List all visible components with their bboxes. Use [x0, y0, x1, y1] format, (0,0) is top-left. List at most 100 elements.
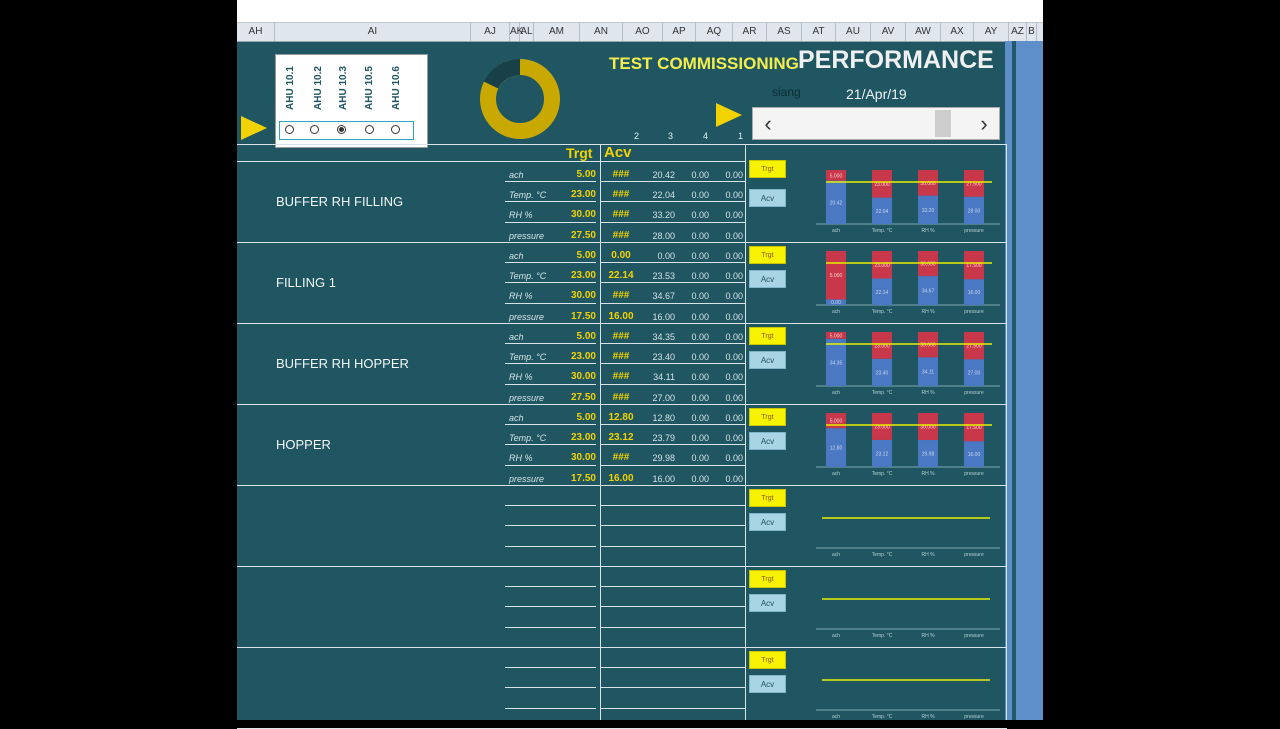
panel-divider — [745, 144, 746, 720]
target-toggle-button[interactable]: Trgt — [749, 570, 786, 588]
column-header[interactable]: AO — [623, 23, 663, 41]
reading-value: 0.00 — [725, 413, 743, 423]
chart-category-label: ach — [832, 228, 840, 234]
param-underline — [505, 201, 596, 202]
reading-value: 0.00 — [691, 271, 709, 281]
target-bar — [872, 332, 892, 359]
target-value: 30.00 — [570, 290, 596, 301]
achieved-bar — [872, 278, 892, 305]
reading-value: 23.53 — [652, 271, 675, 281]
reading-value: 0.00 — [725, 210, 743, 220]
ahu-option-label: AHU 10.5 — [362, 58, 376, 110]
param-underline — [505, 525, 596, 526]
row-underline — [600, 505, 745, 506]
column-header[interactable]: AL — [520, 23, 534, 41]
column-header[interactable]: AY — [974, 23, 1009, 41]
column-header[interactable]: AK — [510, 23, 523, 41]
chart-category-label: Temp. °C — [872, 471, 893, 477]
column-header[interactable]: AN — [580, 23, 623, 41]
target-toggle-button[interactable]: Trgt — [749, 246, 786, 264]
achieved-value: ### — [612, 351, 630, 362]
target-toggle-button[interactable]: Trgt — [749, 160, 786, 178]
achieved-toggle-button[interactable]: Acv — [749, 432, 786, 450]
header-divider — [745, 144, 1007, 145]
scroll-right-button[interactable]: › — [980, 111, 988, 136]
achieved-toggle-button[interactable]: Acv — [749, 513, 786, 531]
achieved-value: ### — [612, 290, 630, 301]
column-header[interactable]: AR — [733, 23, 767, 41]
column-header[interactable]: AT — [802, 23, 836, 41]
column-header[interactable]: AS — [767, 23, 802, 41]
scroll-thumb[interactable] — [935, 110, 951, 137]
ahu-radio[interactable] — [310, 125, 319, 134]
target-value: 27.50 — [570, 230, 596, 241]
column-header[interactable]: B — [1027, 23, 1037, 41]
ahu-radio[interactable] — [391, 125, 400, 134]
column-header[interactable]: AX — [941, 23, 974, 41]
achieved-bar — [918, 276, 938, 305]
achieved-toggle-button[interactable]: Acv — [749, 594, 786, 612]
ahu-radio[interactable] — [365, 125, 374, 134]
row-underline — [600, 708, 745, 709]
target-toggle-button[interactable]: Trgt — [749, 651, 786, 669]
param-underline — [505, 181, 596, 182]
row-underline — [600, 667, 745, 668]
zone-scrollbar[interactable]: ‹ › — [752, 107, 1000, 140]
target-bar — [826, 332, 846, 339]
column-header[interactable]: AI — [275, 23, 471, 41]
column-header[interactable]: AJ — [471, 23, 510, 41]
target-toggle-button[interactable]: Trgt — [749, 408, 786, 426]
column-header[interactable]: AW — [906, 23, 941, 41]
achieved-value: 22.14 — [608, 270, 634, 281]
target-value: 17.50 — [570, 473, 596, 484]
param-underline — [505, 222, 596, 223]
row-underline — [600, 627, 745, 628]
zone-chart: ach Temp. °C RH % pressure — [816, 517, 1000, 558]
row-underline — [600, 262, 745, 263]
target-value: 5.00 — [576, 250, 596, 261]
column-header[interactable]: AU — [836, 23, 871, 41]
row-underline — [600, 424, 745, 425]
chart-category-label: Temp. °C — [872, 309, 893, 315]
achieved-value: ### — [612, 452, 630, 463]
zone-divider — [237, 647, 1007, 648]
achieved-value: ### — [612, 371, 630, 382]
chart-category-label: Temp. °C — [872, 552, 893, 558]
achieved-data-label: 33.20 — [922, 208, 935, 214]
achieved-toggle-button[interactable]: Acv — [749, 270, 786, 288]
target-toggle-button[interactable]: Trgt — [749, 327, 786, 345]
column-header[interactable]: AQ — [696, 23, 733, 41]
scroll-left-button[interactable]: ‹ — [764, 111, 772, 136]
param-underline — [505, 363, 596, 364]
column-number: 4 — [703, 131, 709, 141]
reading-value: 0.00 — [691, 453, 709, 463]
ahu-radio[interactable] — [285, 125, 294, 134]
achieved-value: ### — [612, 169, 630, 180]
ahu-option-label: AHU 10.2 — [311, 58, 325, 110]
achieved-bar — [964, 359, 984, 386]
reading-value: 0.00 — [691, 352, 709, 362]
reading-value: 0.00 — [725, 474, 743, 484]
column-header[interactable]: AZ — [1009, 23, 1027, 41]
reading-value: 0.00 — [691, 190, 709, 200]
zone-name: BUFFER RH FILLING — [276, 194, 404, 209]
achieved-toggle-button[interactable]: Acv — [749, 675, 786, 693]
target-data-label: 23.000 — [874, 343, 890, 349]
column-header[interactable]: AM — [534, 23, 580, 41]
ahu-selector-panel — [275, 54, 428, 148]
achieved-toggle-button[interactable]: Acv — [749, 189, 786, 207]
reading-value: 0.00 — [691, 413, 709, 423]
ahu-radio[interactable] — [337, 125, 346, 134]
achieved-data-label: 23.12 — [876, 451, 889, 457]
achieved-bar — [918, 440, 938, 467]
zone-divider — [237, 566, 1007, 567]
achieved-toggle-button[interactable]: Acv — [749, 351, 786, 369]
column-header[interactable]: AV — [871, 23, 906, 41]
column-header[interactable]: AP — [663, 23, 696, 41]
reading-value: 12.80 — [652, 413, 675, 423]
reading-value: 0.00 — [725, 332, 743, 342]
target-toggle-button[interactable]: Trgt — [749, 489, 786, 507]
formula-bar[interactable] — [237, 0, 1043, 23]
achieved-data-label: 0.00 — [831, 300, 841, 306]
column-header[interactable]: AH — [237, 23, 275, 41]
